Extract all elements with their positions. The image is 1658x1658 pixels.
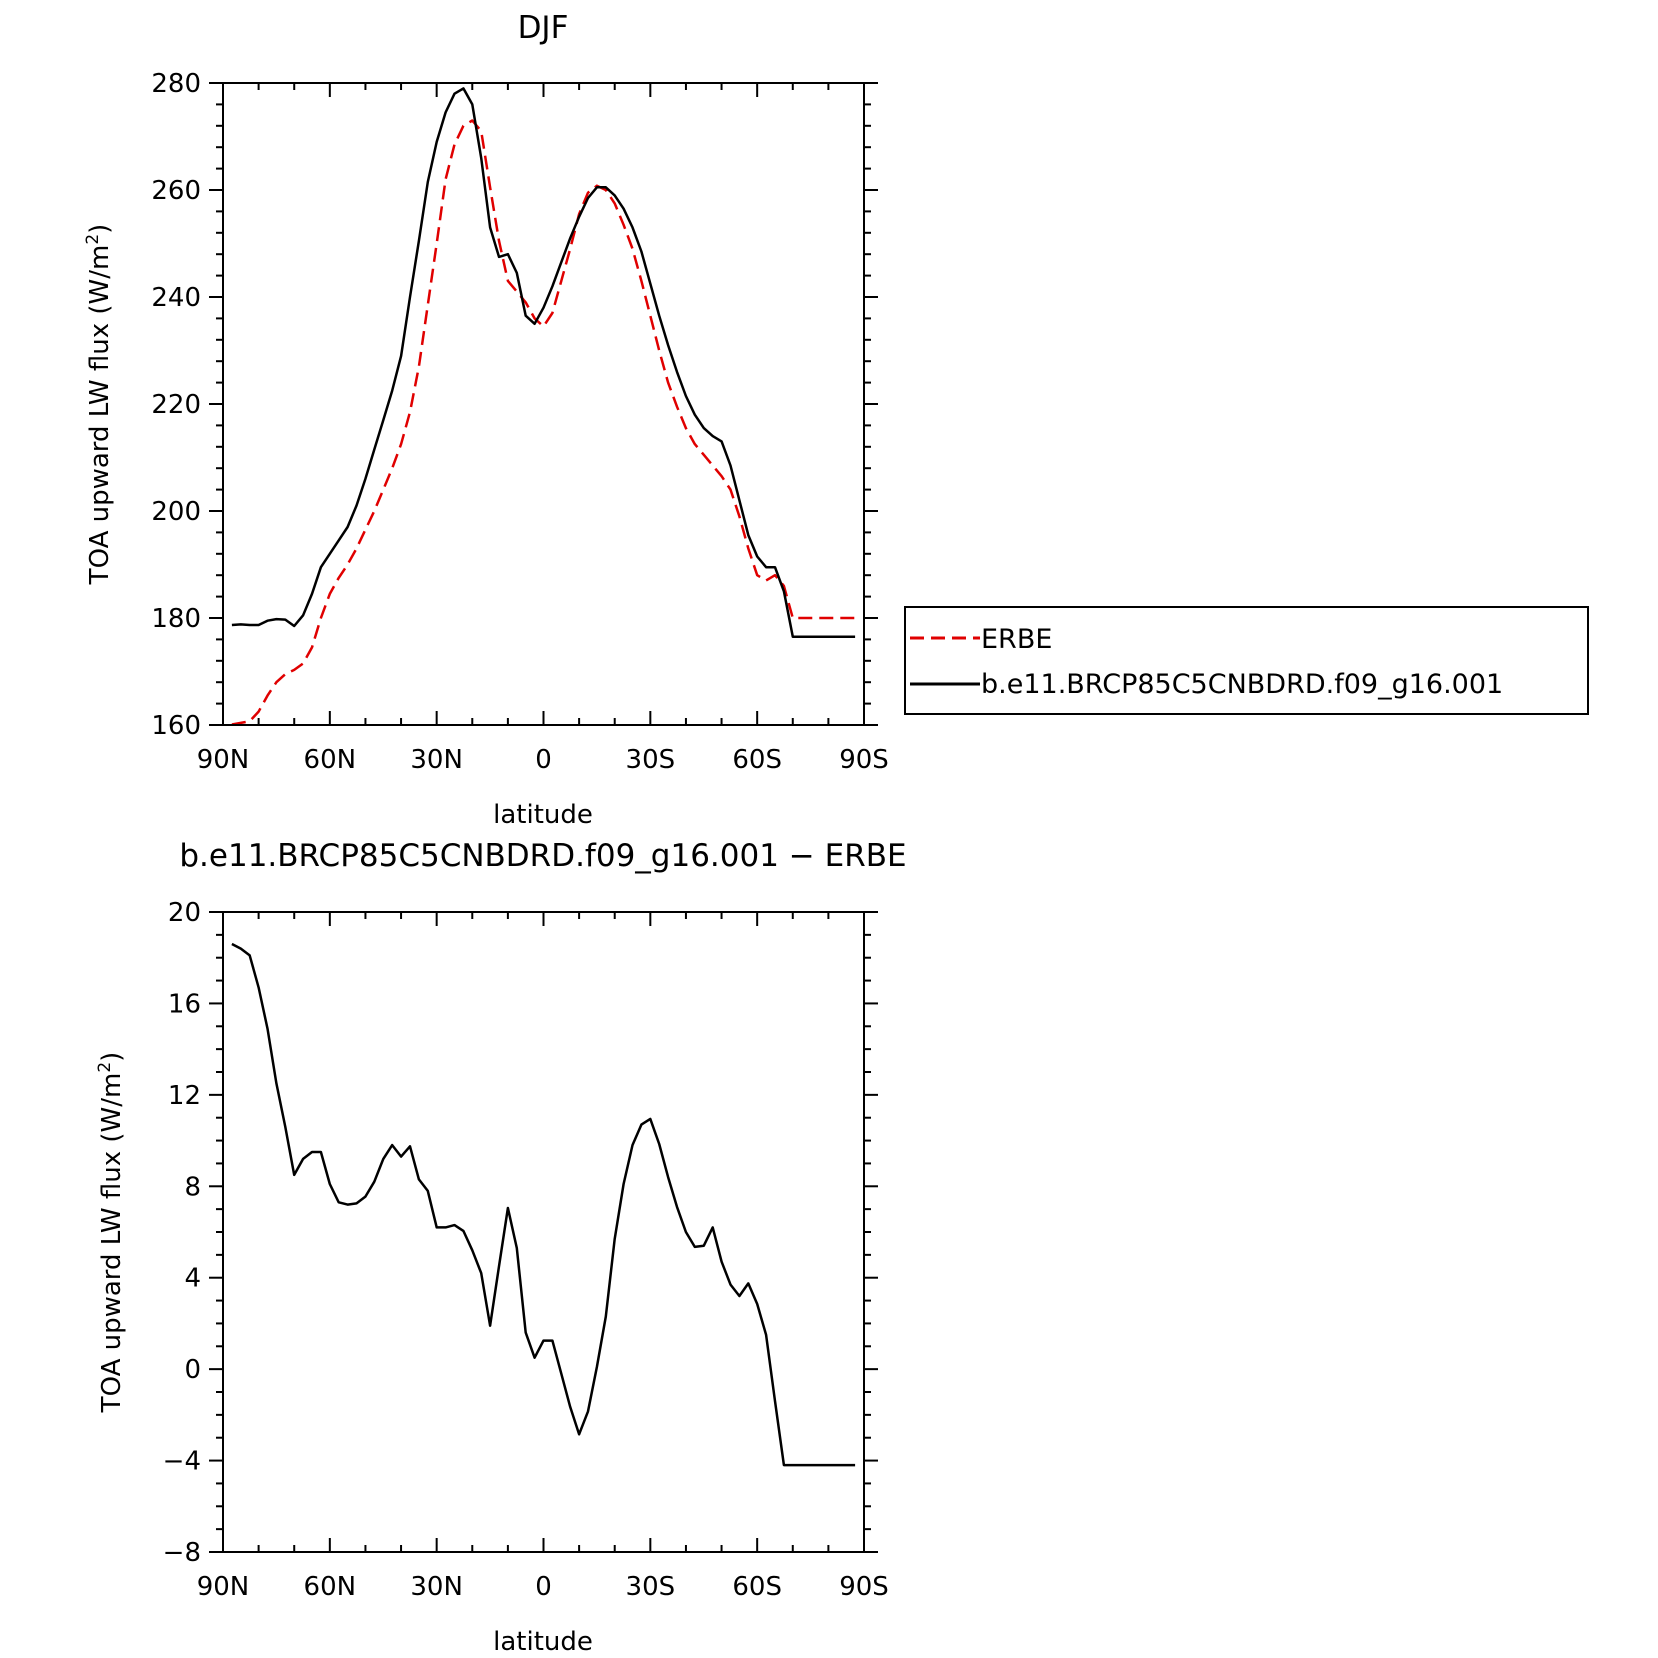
tick-marks: [209, 82, 878, 726]
y-tick-label: 160: [151, 711, 201, 741]
x-tick-label: 60N: [304, 745, 357, 775]
series-group: [231, 942, 856, 1467]
y-axis-label-close: ): [97, 1052, 127, 1062]
plot-frame: [222, 82, 865, 726]
plot-frame: [222, 911, 865, 1553]
y-tick-label: 8: [184, 1172, 201, 1202]
y-tick-labels: −8 −4 0 4 8 12 16 20: [163, 898, 201, 1568]
x-axis-label: latitude: [493, 800, 593, 830]
y-tick-label: 240: [151, 283, 201, 313]
x-tick-label: 30N: [410, 1572, 463, 1602]
x-tick-label: 60S: [732, 745, 782, 775]
series-line-model: [231, 87, 856, 638]
legend-label-model: b.e11.BRCP85C5CNBDRD.f09_g16.001: [981, 669, 1503, 700]
x-tick-label: 0: [535, 1572, 552, 1602]
y-tick-label: 12: [168, 1081, 201, 1111]
chart-title: DJF: [518, 10, 569, 46]
y-axis-label: TOA upward LW flux (W/m2): [95, 1052, 127, 1414]
x-tick-label: 60N: [304, 1572, 357, 1602]
x-tick-label: 90S: [839, 745, 889, 775]
x-tick-label: 90N: [197, 1572, 250, 1602]
x-tick-label: 0: [535, 745, 552, 775]
y-axis-label-superscript: 2: [83, 234, 103, 245]
x-tick-label: 30N: [410, 745, 463, 775]
tick-marks: [209, 911, 878, 1553]
y-tick-label: 180: [151, 604, 201, 634]
x-tick-label: 90S: [839, 1572, 889, 1602]
y-tick-label: 220: [151, 390, 201, 420]
y-axis-label-main: TOA upward LW flux (W/m: [85, 245, 115, 586]
x-tick-label: 90N: [197, 745, 250, 775]
legend: ERBE b.e11.BRCP85C5CNBDRD.f09_g16.001: [904, 606, 1589, 715]
x-tick-labels: 90N 60N 30N 0 30S 60S 90S: [197, 1572, 889, 1602]
y-tick-label: 20: [168, 898, 201, 928]
x-tick-label: 30S: [626, 1572, 676, 1602]
y-axis-label-main: TOA upward LW flux (W/m: [97, 1073, 127, 1414]
x-tick-labels: 90N 60N 30N 0 30S 60S 90S: [197, 745, 889, 775]
y-tick-labels: 160 180 200 220 240 260 280: [151, 69, 201, 741]
x-tick-label: 60S: [732, 1572, 782, 1602]
legend-label-erbe: ERBE: [981, 624, 1052, 655]
y-tick-label: 0: [184, 1355, 201, 1385]
y-tick-label: −8: [163, 1538, 201, 1568]
y-tick-label: 260: [151, 176, 201, 206]
y-tick-label: 16: [168, 989, 201, 1019]
y-tick-label: 4: [184, 1264, 201, 1294]
panel-difference: b.e11.BRCP85C5CNBDRD.f09_g16.001 − ERBE …: [95, 838, 907, 1657]
y-tick-label: 280: [151, 69, 201, 99]
y-axis-label: TOA upward LW flux (W/m2): [83, 224, 115, 586]
chart-title: b.e11.BRCP85C5CNBDRD.f09_g16.001 − ERBE: [179, 838, 906, 874]
panel-djf: DJF 90N 60N 30N 0 30S 60S 90S 160 180 200 220 240 2…: [83, 10, 1589, 830]
x-axis-label: latitude: [493, 1627, 593, 1657]
legend-box: [904, 606, 1589, 715]
series-line-erbe: [231, 119, 856, 726]
y-axis-label-close: ): [85, 224, 115, 234]
series-group: [231, 87, 856, 726]
x-tick-label: 30S: [626, 745, 676, 775]
y-tick-label: 200: [151, 497, 201, 527]
y-tick-label: −4: [163, 1447, 201, 1477]
y-axis-label-superscript: 2: [95, 1062, 115, 1073]
series-line-model: [231, 942, 856, 1467]
